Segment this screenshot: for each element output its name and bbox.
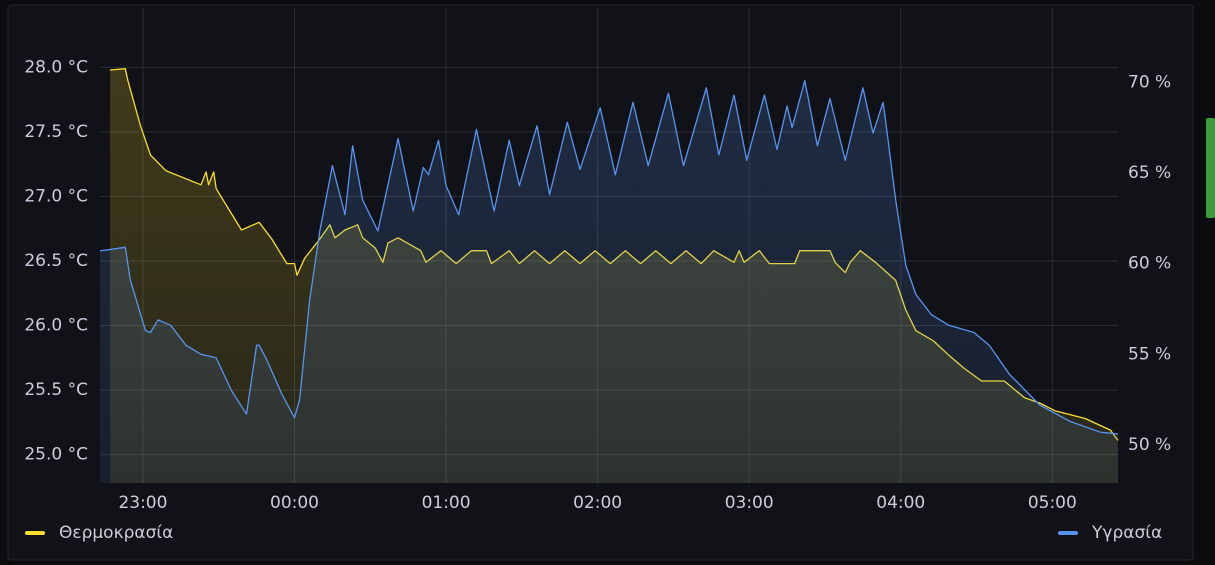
series-line (99, 79, 1119, 435)
legend-swatch (25, 531, 45, 535)
x-tick-label: 01:00 (422, 493, 471, 513)
y2-tick-label: 60 % (1128, 254, 1171, 274)
area-fill (100, 80, 1118, 483)
y-tick-label: 27.5 °C (24, 122, 88, 142)
y-tick-label: 25.5 °C (24, 380, 88, 400)
x-tick-label: 04:00 (876, 493, 925, 513)
y2-tick-label: 70 % (1128, 72, 1171, 92)
y-tick-label: 26.0 °C (24, 316, 88, 336)
legend-label: Υγρασία (1091, 523, 1162, 543)
y-tick-label: 28.0 °C (24, 57, 88, 77)
y-tick-label: 26.5 °C (24, 251, 88, 271)
x-tick-label: 00:00 (270, 493, 319, 513)
x-tick-label: 02:00 (573, 493, 622, 513)
y2-tick-label: 55 % (1128, 344, 1171, 364)
x-tick-label: 03:00 (725, 493, 774, 513)
y2-tick-label: 50 % (1128, 435, 1171, 455)
legend-label: Θερμοκρασία (59, 523, 173, 543)
y-tick-label: 25.0 °C (24, 445, 88, 465)
y-tick-label: 27.0 °C (24, 186, 88, 206)
side-indicator (1206, 118, 1215, 218)
x-tick-label: 05:00 (1028, 493, 1077, 513)
x-tick-label: 23:00 (118, 493, 167, 513)
legend-swatch (1058, 531, 1078, 535)
y2-tick-label: 65 % (1128, 163, 1171, 183)
